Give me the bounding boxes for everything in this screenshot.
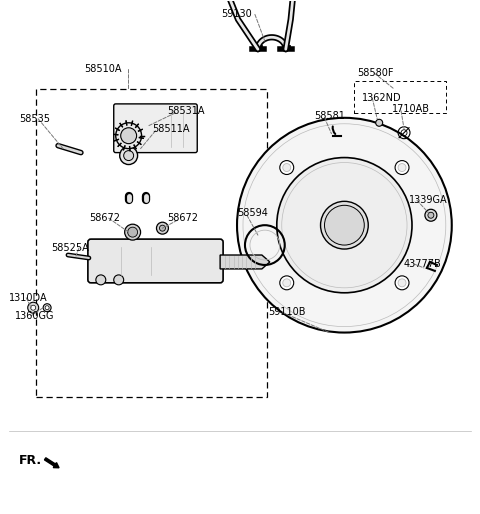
Text: 58580F: 58580F (357, 68, 394, 78)
Circle shape (237, 118, 452, 333)
Circle shape (120, 146, 138, 164)
Circle shape (283, 279, 291, 287)
Text: 58531A: 58531A (168, 106, 205, 116)
Text: 43777B: 43777B (404, 259, 442, 269)
Text: 59130: 59130 (222, 9, 252, 20)
Text: 58525A: 58525A (51, 243, 89, 253)
FancyBboxPatch shape (114, 104, 197, 153)
Text: 58672: 58672 (168, 213, 198, 223)
Circle shape (324, 205, 364, 245)
Bar (36, 89, 267, 397)
Circle shape (398, 279, 406, 287)
Circle shape (124, 151, 133, 160)
Circle shape (280, 276, 294, 290)
Text: 1339GA: 1339GA (409, 195, 448, 205)
Circle shape (376, 119, 383, 126)
Text: FR.: FR. (19, 454, 42, 467)
Circle shape (125, 224, 141, 240)
Circle shape (277, 158, 412, 293)
Circle shape (395, 276, 409, 290)
Text: 58511A: 58511A (153, 124, 190, 134)
FancyBboxPatch shape (88, 239, 223, 283)
Circle shape (128, 227, 138, 237)
Text: 58594: 58594 (237, 208, 268, 218)
Bar (354, 81, 446, 113)
Circle shape (114, 275, 124, 285)
Text: 58510A: 58510A (84, 64, 121, 74)
Text: 1710AB: 1710AB (392, 104, 430, 114)
Circle shape (96, 275, 106, 285)
Circle shape (280, 160, 294, 174)
Circle shape (45, 306, 49, 310)
Text: 1310DA: 1310DA (9, 293, 48, 303)
Circle shape (120, 128, 137, 143)
Circle shape (395, 160, 409, 174)
Circle shape (398, 163, 406, 172)
Circle shape (321, 201, 368, 249)
Circle shape (428, 212, 434, 218)
Circle shape (283, 163, 291, 172)
Circle shape (156, 222, 168, 234)
Circle shape (116, 123, 142, 149)
Text: 59110B: 59110B (268, 307, 305, 317)
Circle shape (425, 209, 437, 221)
Text: 58535: 58535 (19, 114, 50, 124)
Text: 58581: 58581 (314, 111, 346, 121)
Text: 58672: 58672 (89, 213, 120, 223)
Circle shape (31, 305, 36, 310)
FancyArrow shape (45, 458, 59, 468)
Circle shape (28, 302, 39, 313)
Circle shape (43, 304, 51, 311)
Text: 1360GG: 1360GG (15, 310, 55, 321)
Polygon shape (220, 255, 270, 269)
Text: 1362ND: 1362ND (362, 93, 402, 103)
Circle shape (159, 225, 166, 231)
